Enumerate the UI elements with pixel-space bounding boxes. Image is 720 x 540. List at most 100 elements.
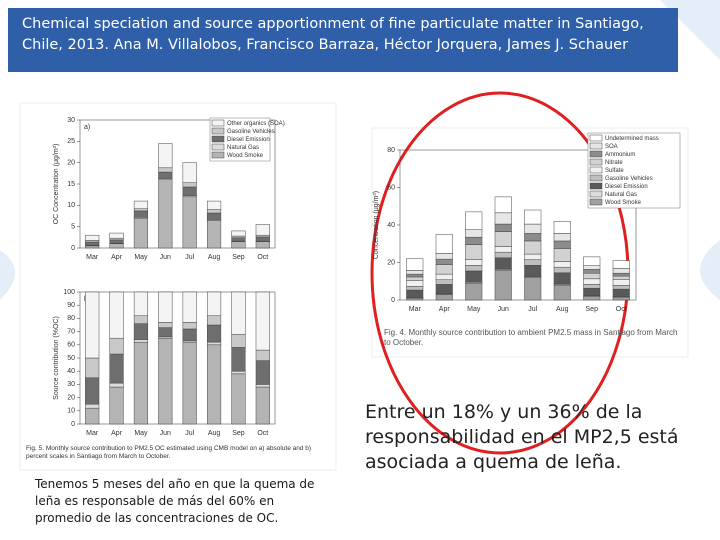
bar-segment [612, 275, 630, 280]
x-tick-label: Sep [232, 254, 245, 261]
bar-segment [255, 291, 270, 351]
bar-segment [206, 324, 222, 343]
legend-swatch [211, 119, 225, 127]
x-tick-label: Apr [439, 306, 451, 313]
y-tick-label: 20 [387, 259, 395, 266]
bar-segment [133, 339, 149, 343]
bar-segment [206, 341, 222, 346]
y-tick-label: 0 [71, 245, 75, 252]
bar-segment [231, 291, 246, 335]
legend-label: Wood Smoke [605, 200, 642, 206]
bar-segment [182, 162, 197, 183]
decoration [700, 240, 720, 300]
legend-label: Natural Gas [605, 192, 637, 198]
bar-segment [612, 272, 630, 277]
bar-segment [182, 182, 197, 188]
y-tick-label: 0 [391, 297, 395, 304]
bar-segment [553, 240, 571, 249]
bar-segment [85, 291, 100, 359]
y-tick-label: 80 [67, 315, 75, 322]
title: Chemical speciation and source apportion… [22, 16, 644, 53]
left-figure [19, 102, 337, 471]
bar-segment [435, 253, 453, 260]
bar-segment [182, 196, 197, 249]
bar-segment [524, 223, 542, 234]
bar-segment [231, 230, 246, 237]
y-tick-label: 20 [67, 394, 75, 401]
bar-segment [583, 256, 601, 266]
bar-segment [553, 272, 571, 285]
bar-segment [465, 229, 483, 238]
bar-segment [255, 360, 270, 385]
bar-segment [255, 349, 270, 361]
bar-segment [612, 296, 630, 301]
bar-segment [206, 209, 222, 214]
y-axis-label: Concentration (μg/m³) [373, 191, 380, 259]
bar-segment [583, 284, 601, 289]
bar-segment [406, 258, 424, 271]
bar-segment [206, 344, 222, 425]
x-tick-label: Sep [586, 306, 599, 313]
bar-segment [109, 353, 124, 384]
y-tick-label: 25 [67, 138, 75, 145]
x-tick-label: Aug [208, 254, 221, 261]
bar-segment [465, 244, 483, 260]
bar-segment [206, 291, 222, 317]
bar-segment [465, 259, 483, 266]
legend-label: Nitrate [605, 160, 623, 166]
bar-segment [255, 384, 270, 388]
bar-segment [494, 246, 512, 253]
bar-segment [435, 264, 453, 275]
bar-segment [182, 341, 197, 425]
bar-segment [524, 265, 542, 277]
legend-label: Sulfate [605, 168, 624, 174]
legend-swatch [589, 134, 603, 142]
bar-segment [612, 279, 630, 286]
y-tick-label: 10 [67, 408, 75, 415]
bar-segment [494, 257, 512, 270]
bar-segment [612, 268, 630, 274]
bar-segment [553, 221, 571, 234]
legend-swatch [589, 198, 603, 206]
bar-segment [182, 291, 197, 323]
x-tick-label: Aug [208, 430, 221, 437]
bar-segment [158, 337, 173, 425]
bar-segment [553, 266, 571, 274]
bar-segment [583, 269, 601, 274]
bar-segment [524, 209, 542, 225]
bar-segment [494, 212, 512, 225]
bar-segment [206, 315, 222, 326]
figure-caption: Fig. 4. Monthly source contribution to a… [384, 328, 678, 347]
bar-segment [206, 200, 222, 210]
bar-segment [406, 280, 424, 287]
bar-segment [435, 273, 453, 280]
legend-label: SOA [605, 144, 618, 150]
charts: 0 5 10 15 20 25 30 OC Concentration (μg/m³) a) Ma… [53, 117, 681, 437]
bar-segment [583, 272, 601, 280]
bar-segment [109, 243, 124, 249]
bar-segment [494, 231, 512, 247]
legend-swatch [589, 166, 603, 174]
bar-segment [85, 241, 100, 246]
legend-swatch [589, 150, 603, 158]
y-tick-label: 10 [67, 202, 75, 209]
bar-segment [524, 277, 542, 301]
bar-segment [182, 322, 197, 330]
bar-segment [255, 224, 270, 236]
bar-segment [85, 377, 100, 405]
panel-label: a) [84, 124, 90, 131]
bar-segment [465, 211, 483, 230]
bar-segment [231, 347, 246, 372]
bar-segment [524, 259, 542, 266]
legend-swatch [589, 190, 603, 198]
bar-segment [255, 386, 270, 425]
bar-segment [406, 286, 424, 291]
bar-segment [435, 284, 453, 295]
y-tick-label: 30 [67, 381, 75, 388]
bar-segment [583, 296, 601, 301]
x-tick-label: Oct [616, 306, 627, 313]
x-tick-label: Jul [528, 306, 537, 313]
bar-segment [133, 323, 149, 340]
x-tick-label: Aug [556, 306, 569, 313]
